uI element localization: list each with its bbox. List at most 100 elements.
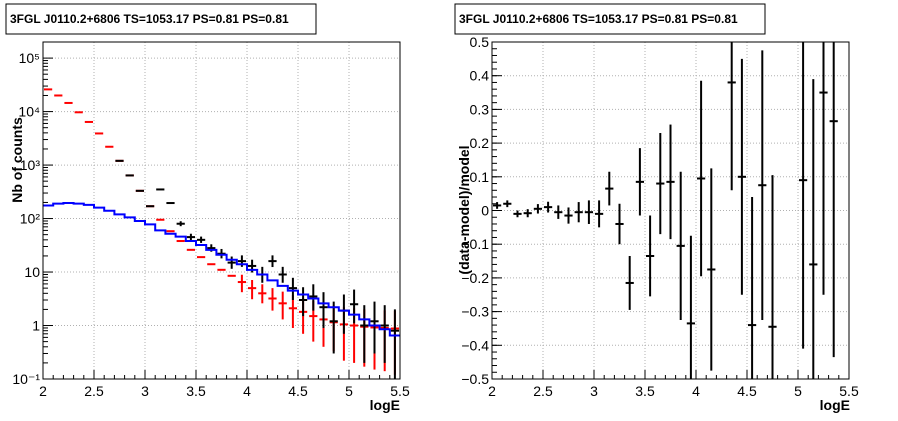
y-tick-label: 0.5 — [470, 34, 490, 50]
y-tick-label: 1 — [32, 318, 40, 334]
x-axis-label: logE — [370, 397, 400, 413]
data-point — [197, 236, 206, 243]
plot-frame — [491, 41, 850, 380]
data-point — [707, 168, 716, 371]
x-tick-label: 5 — [345, 383, 353, 399]
x-tick-label: 2 — [39, 383, 47, 399]
data-point — [574, 202, 583, 223]
data-point — [799, 42, 808, 349]
panel-title: 3FGL J0110.2+6806 TS=1053.17 PS=0.81 PS=… — [459, 12, 738, 26]
data-point — [646, 215, 655, 297]
data-point — [676, 171, 685, 321]
data-point — [309, 284, 318, 311]
y-tick-label: 10⁻¹ — [12, 371, 40, 387]
data-point — [268, 288, 277, 311]
data-point — [288, 277, 297, 300]
x-tick-label: 5.5 — [839, 383, 859, 399]
data-point — [299, 287, 308, 317]
data-point — [829, 42, 838, 358]
y-tick-label: 0 — [481, 203, 489, 219]
data-point — [278, 291, 287, 320]
x-tick-label: 3 — [141, 383, 149, 399]
data-point — [819, 42, 828, 295]
data-point — [503, 200, 512, 208]
x-tick-label: 4.5 — [288, 383, 308, 399]
data-point — [248, 279, 257, 300]
y-tick-label: −0.1 — [461, 236, 489, 252]
data-point — [758, 50, 767, 321]
data-point — [564, 207, 573, 224]
x-tick-label: 2 — [488, 383, 496, 399]
x-tick-label: 2.5 — [533, 383, 553, 399]
data-point — [186, 233, 195, 241]
y-tick-label: 10² — [20, 211, 41, 227]
panel-title-box — [5, 3, 317, 35]
residuals-panel: 3FGL J0110.2+6806 TS=1053.17 PS=0.81 PS=… — [454, 3, 859, 413]
data-point — [666, 124, 675, 240]
data-point — [339, 294, 348, 334]
data-point — [615, 203, 624, 245]
counts-panel: 3FGL J0110.2+6806 TS=1053.17 PS=0.81 PS=… — [5, 3, 410, 413]
y-tick-label: −0.4 — [461, 337, 489, 353]
data-point — [329, 301, 338, 354]
data-point — [390, 309, 399, 379]
x-tick-label: 4 — [243, 383, 251, 399]
y-tick-label: −0.5 — [461, 371, 489, 387]
y-tick-label: −0.3 — [461, 304, 489, 320]
x-tick-label: 5 — [794, 383, 802, 399]
x-tick-label: 5.5 — [390, 383, 410, 399]
data-point — [370, 301, 379, 354]
y-tick-label: 0.4 — [470, 68, 490, 84]
y-tick-label: 10⁵ — [19, 50, 40, 66]
data-point — [605, 171, 614, 206]
data-point — [656, 132, 665, 235]
data-point — [737, 58, 746, 295]
y-axis-label: (data-model)/model — [456, 145, 472, 274]
data-point — [554, 205, 563, 219]
axis-ticks: 2 2.5 3 3.5 4 4.5 5 5.5 −0.5 −0.4 −0.3 −0.2 −0.1 0 0.1… — [461, 34, 859, 399]
y-tick-label: 0.2 — [470, 135, 490, 151]
data-point — [748, 197, 757, 379]
x-tick-label: 3 — [590, 383, 598, 399]
data-point — [768, 175, 777, 379]
data-point — [809, 79, 818, 379]
data-point — [635, 148, 644, 216]
data-point — [237, 274, 246, 293]
data-point — [360, 305, 369, 363]
x-axis-label: logE — [820, 397, 850, 413]
y-tick-label: 10³ — [20, 157, 41, 173]
y-tick-label: 10⁴ — [18, 104, 40, 120]
plot-marks — [493, 42, 838, 379]
model-step-line — [43, 202, 400, 337]
data-point — [319, 292, 328, 328]
data-point — [278, 266, 287, 283]
x-tick-label: 4 — [692, 383, 700, 399]
y-tick-label: 0.3 — [470, 101, 490, 117]
data-point — [523, 209, 532, 218]
x-tick-label: 3.5 — [635, 383, 655, 399]
plot-frame — [42, 41, 401, 380]
data-point — [258, 284, 267, 304]
data-point — [513, 210, 522, 218]
y-axis-label: Nb of counts — [9, 117, 25, 203]
data-point — [727, 42, 736, 191]
data-point — [584, 200, 593, 224]
data-point — [595, 200, 604, 228]
data-point — [686, 235, 695, 379]
data-point — [697, 80, 706, 277]
grid — [43, 42, 400, 379]
data-point — [227, 256, 236, 269]
x-tick-label: 2.5 — [84, 383, 104, 399]
data-point — [217, 248, 226, 259]
panel-title: 3FGL J0110.2+6806 TS=1053.17 PS=0.81 PS=… — [10, 12, 289, 26]
data-point — [350, 289, 359, 324]
data-point — [544, 201, 553, 213]
data-point — [493, 202, 502, 209]
data-point — [176, 221, 185, 227]
grid — [492, 42, 849, 379]
data-point — [268, 255, 277, 268]
y-tick-label: 10 — [24, 264, 40, 280]
y-tick-label: −0.2 — [461, 270, 489, 286]
panel-title-box — [454, 3, 766, 35]
